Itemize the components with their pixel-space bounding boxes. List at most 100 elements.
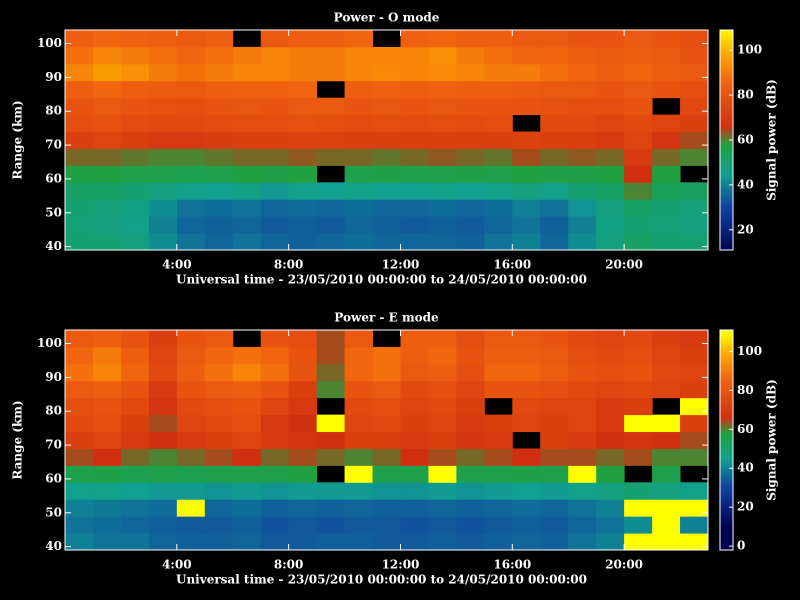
heatmap-cell <box>121 533 149 550</box>
heatmap-cell <box>624 347 652 364</box>
heatmap-cell <box>121 182 149 199</box>
heatmap-cell <box>261 482 289 499</box>
heatmap-cell <box>345 364 373 381</box>
heatmap-cell <box>400 398 428 415</box>
heatmap-cell <box>428 381 456 398</box>
chart-title: Power - E mode <box>334 311 439 325</box>
heatmap-cell <box>596 98 624 115</box>
colorbar-tick-label: 0 <box>737 539 745 553</box>
heatmap-cell <box>568 64 596 81</box>
heatmap-cell <box>484 482 512 499</box>
heatmap-cell <box>512 98 540 115</box>
heatmap-cell <box>680 132 708 149</box>
heatmap-cell <box>512 216 540 233</box>
heatmap-cell <box>540 364 568 381</box>
heatmap-cell <box>400 516 428 533</box>
colorbar-tick-label: 20 <box>737 500 754 514</box>
heatmap-cell <box>149 165 177 182</box>
heatmap-cell <box>652 330 680 347</box>
heatmap-cell <box>177 216 205 233</box>
heatmap-cell <box>484 448 512 465</box>
heatmap-cell <box>428 516 456 533</box>
heatmap-cell <box>205 398 233 415</box>
heatmap-cell <box>345 148 373 165</box>
heatmap-cell <box>512 398 540 415</box>
heatmap-cell <box>93 448 121 465</box>
heatmap-cell <box>624 398 652 415</box>
heatmap-cell <box>624 216 652 233</box>
heatmap-cell <box>93 516 121 533</box>
heatmap-cell <box>261 30 289 47</box>
colorbar-tick-label: 60 <box>737 133 754 147</box>
x-tick-label: 20:00 <box>605 558 643 572</box>
heatmap-cell <box>456 347 484 364</box>
heatmap-cell <box>317 432 345 449</box>
heatmap-cell <box>373 148 401 165</box>
heatmap-cell <box>596 81 624 98</box>
heatmap-cell <box>652 47 680 64</box>
heatmap-cell <box>121 516 149 533</box>
heatmap-cell <box>568 432 596 449</box>
heatmap-cell <box>400 448 428 465</box>
heatmap-cell <box>680 516 708 533</box>
heatmap-cell <box>512 364 540 381</box>
heatmap-cell <box>680 347 708 364</box>
heatmap-cell <box>540 47 568 64</box>
heatmap-cell <box>65 81 93 98</box>
heatmap-cell <box>233 216 261 233</box>
heatmap-cell <box>540 98 568 115</box>
heatmap-cell <box>345 381 373 398</box>
x-tick-label: 12:00 <box>382 558 420 572</box>
heatmap-cell <box>680 398 708 415</box>
heatmap-cell <box>652 115 680 132</box>
x-tick-label: 8:00 <box>274 558 303 572</box>
heatmap-cell <box>456 30 484 47</box>
heatmap-cell <box>345 233 373 250</box>
heatmap-cell <box>261 64 289 81</box>
heatmap-cell <box>596 132 624 149</box>
heatmap-cell <box>484 30 512 47</box>
heatmap-cell <box>680 64 708 81</box>
heatmap-cell <box>624 81 652 98</box>
heatmap-cell <box>177 432 205 449</box>
heatmap-cell <box>121 415 149 432</box>
heatmap-cell <box>177 182 205 199</box>
y-tick-label: 60 <box>45 171 62 185</box>
heatmap-cell <box>428 30 456 47</box>
heatmap-cell <box>93 330 121 347</box>
heatmap-cell <box>205 165 233 182</box>
heatmap-cell <box>484 165 512 182</box>
heatmap-cell <box>540 330 568 347</box>
heatmap-cell <box>624 64 652 81</box>
heatmap-cell <box>568 364 596 381</box>
heatmap-cell <box>652 132 680 149</box>
heatmap-cell <box>177 148 205 165</box>
heatmap-cell <box>652 499 680 516</box>
heatmap-cell <box>484 499 512 516</box>
heatmap-cell <box>205 132 233 149</box>
heatmap-cell <box>93 465 121 482</box>
heatmap-cell <box>149 516 177 533</box>
heatmap-cell <box>233 398 261 415</box>
heatmap-cell <box>456 132 484 149</box>
heatmap-cell <box>345 115 373 132</box>
heatmap-cell <box>456 216 484 233</box>
heatmap-cell <box>624 448 652 465</box>
heatmap-cell <box>149 347 177 364</box>
heatmap-cell <box>65 47 93 64</box>
heatmap-cell <box>568 148 596 165</box>
heatmap-cell <box>205 64 233 81</box>
heatmap-cell <box>596 30 624 47</box>
heatmap-cell <box>484 216 512 233</box>
heatmap-cell <box>233 165 261 182</box>
heatmap-cell <box>652 30 680 47</box>
heatmap-cell <box>373 233 401 250</box>
heatmap-cell <box>680 81 708 98</box>
heatmap-cell <box>484 148 512 165</box>
heatmap-cell <box>317 533 345 550</box>
heatmap-cell <box>624 330 652 347</box>
heatmap-cell <box>261 330 289 347</box>
heatmap-cell <box>373 415 401 432</box>
colorbar-label: Signal power (dB) <box>765 379 779 501</box>
heatmap-cell <box>540 533 568 550</box>
